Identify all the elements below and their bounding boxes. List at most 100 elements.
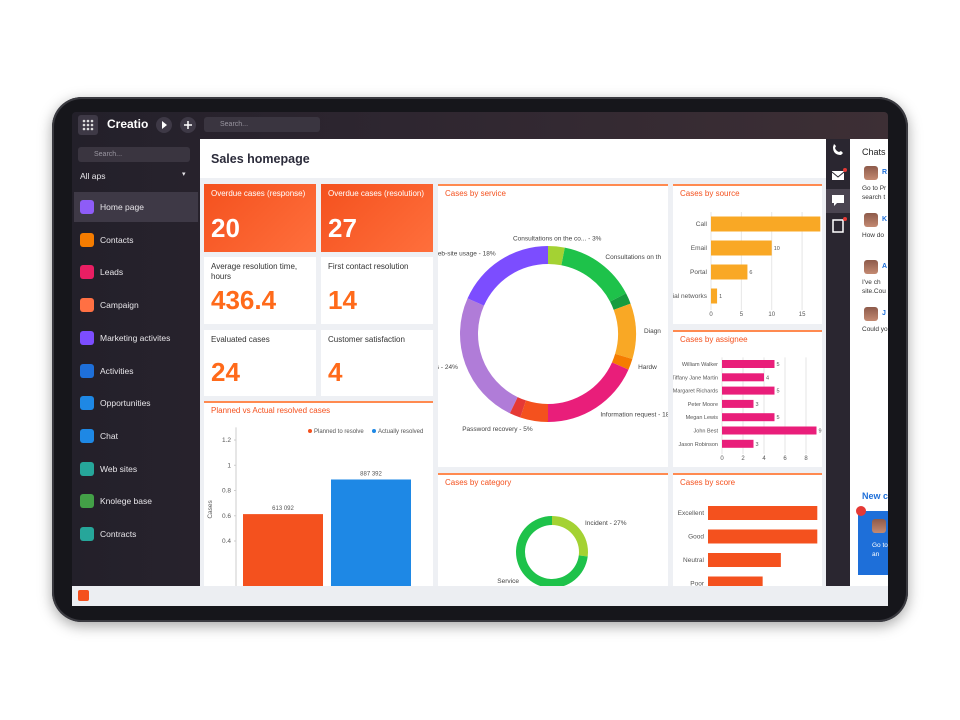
value-label: 3: [756, 442, 759, 448]
nav-item[interactable]: Activities: [74, 356, 198, 386]
notification-card[interactable]: Go to an: [858, 511, 888, 575]
bar: [708, 506, 818, 520]
kpi-label: Overdue cases (resolution): [328, 189, 425, 198]
kpi-card[interactable]: Overdue cases (response) 20: [204, 184, 316, 252]
bar: [722, 386, 775, 395]
sidebar-search[interactable]: Search...: [78, 147, 190, 162]
chat-sender: K: [882, 216, 888, 223]
apps-icon[interactable]: [78, 115, 98, 135]
kpi-card[interactable]: Evaluated cases 24: [204, 330, 316, 396]
nav-icon: [80, 298, 94, 313]
kpi-label: Evaluated cases: [211, 335, 270, 344]
widget-chart: 0 2 4 6 8 William Walker 5 Tiffany Jane Martin 4…: [673, 357, 822, 462]
slice-label: Password recovery - 5%: [462, 426, 533, 433]
topbar-buttons[interactable]: [155, 116, 199, 134]
nav-icon: [80, 428, 94, 443]
nav-icon: [80, 363, 94, 378]
nav-label: Marketing activites: [100, 332, 171, 343]
x-tick-label: 10: [768, 312, 775, 318]
chat-message: How do: [862, 232, 885, 239]
nav-label: Activities: [100, 365, 134, 376]
nav-item[interactable]: Marketing activites: [74, 323, 198, 353]
nav-item[interactable]: Contacts: [74, 225, 198, 255]
doc-icon[interactable]: [832, 219, 844, 233]
mail-icon[interactable]: [832, 171, 844, 180]
nav-item[interactable]: Contracts: [74, 519, 198, 549]
value-label: 10: [774, 246, 780, 252]
app-filter[interactable]: All aps: [80, 171, 106, 181]
slice-label: Diagn: [644, 328, 661, 335]
bar: [708, 576, 763, 586]
legend-marker: [372, 429, 376, 433]
kpi-value: 20: [211, 213, 240, 243]
kpi-value: 436.4: [211, 285, 277, 315]
category-label: Megan Lewis: [686, 415, 719, 421]
bottom-bar: [72, 586, 888, 606]
bottom-icon[interactable]: [78, 590, 89, 601]
x-tick-label: 6: [783, 456, 787, 462]
bar: [711, 264, 748, 280]
nav-icon: [80, 330, 94, 345]
kpi-card[interactable]: Customer satisfaction 4: [321, 330, 433, 396]
avatar: [864, 213, 878, 227]
badge: [856, 506, 866, 516]
kpi-label: Overdue cases (response): [211, 189, 306, 198]
bar: [722, 373, 764, 382]
value-label: 613 092: [272, 506, 294, 512]
widget-panel: Consultations on the co... - 3% Consultat…: [438, 184, 668, 467]
filter-caret[interactable]: ▾: [182, 171, 186, 178]
widget-title: Cases by assignee: [680, 335, 748, 344]
nav-item[interactable]: Leads: [74, 257, 198, 287]
chat-message: Could yo: [862, 326, 888, 333]
y-tick-label: 0.6: [222, 513, 231, 520]
kpi-card[interactable]: First contact resolution 14: [321, 257, 433, 324]
kpi-card[interactable]: Average resolution time, hours 436.4: [204, 257, 316, 324]
nav-item[interactable]: Opportunities: [74, 388, 198, 418]
chat-message: I've ch site.Cou: [862, 279, 886, 295]
value-label: 5: [777, 389, 780, 395]
nav-icon: [80, 494, 94, 509]
donut-slice: [613, 303, 636, 360]
nav-item[interactable]: Knolege base: [74, 486, 198, 516]
nav-item[interactable]: Web sites: [74, 454, 198, 484]
new-chat-title: New c: [862, 491, 888, 501]
y-tick-label: 0.4: [222, 538, 231, 545]
nav-item[interactable]: Campaign: [74, 290, 198, 320]
bar: [711, 288, 718, 304]
category-label: Poor: [690, 581, 705, 587]
kpi-card[interactable]: Overdue cases (resolution) 27: [321, 184, 433, 252]
bar: [722, 439, 754, 448]
chat-message: Go to Pr search t: [862, 185, 887, 201]
donut-slice: [552, 516, 588, 557]
page-title: Sales homepage: [211, 152, 310, 166]
y-axis-label: Cases: [207, 499, 214, 518]
widget-panel: 0 2 4 6 8 William Walker 5 Tiffany Jane Martin 4…: [673, 330, 822, 467]
widget-panel: 0.4 0.6 0.8 1 1.2 Cases Planned to resolve 613 …: [204, 401, 433, 586]
category-label: Sarah Margaret Richards: [673, 389, 718, 395]
slice-label: Consultations on the co... - 3%: [513, 235, 602, 242]
kpi-value: 14: [328, 285, 357, 315]
x-tick-label: 0: [720, 456, 724, 462]
global-search[interactable]: Search...: [204, 117, 320, 132]
value-label: 4: [766, 375, 769, 381]
category-label: Neutral: [683, 557, 705, 564]
nav-item[interactable]: Chat: [74, 421, 198, 451]
avatar: [864, 166, 878, 180]
widget-panel: Incident - 27% Service Cases by category: [438, 473, 668, 586]
slice-label: Web-site usage - 18%: [438, 251, 496, 258]
phone-icon[interactable]: [833, 144, 843, 155]
icon-strip: [826, 139, 850, 586]
category-label: Good: [688, 534, 704, 541]
nav-item[interactable]: Home page: [74, 192, 198, 222]
bar: [722, 426, 817, 435]
nav-icon: [80, 396, 94, 411]
nav-icon: [80, 265, 94, 280]
avatar: [872, 519, 886, 533]
donut-slice: [460, 298, 518, 414]
widget-title: Cases by category: [445, 478, 512, 487]
chat-sender: J: [882, 310, 886, 317]
chat-icon[interactable]: [832, 195, 844, 206]
kpi-label: Customer satisfaction: [328, 335, 405, 344]
legend-label: Planned to resolve: [314, 429, 364, 435]
